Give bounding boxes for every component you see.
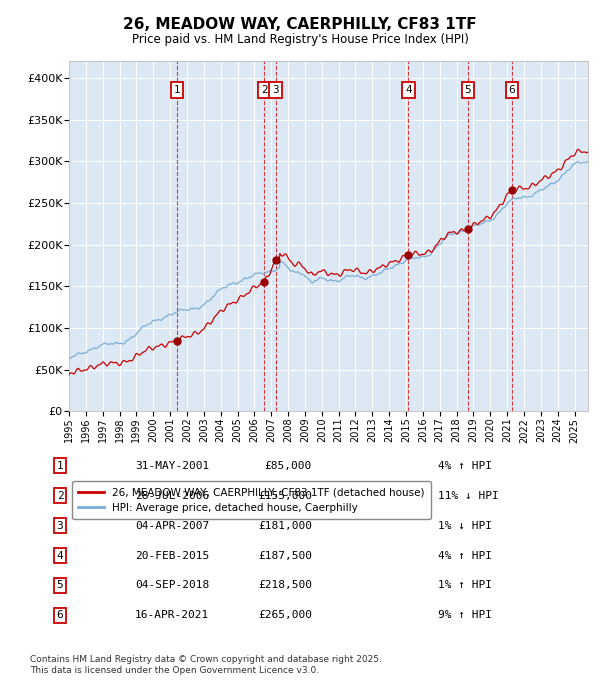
Text: 26, MEADOW WAY, CAERPHILLY, CF83 1TF: 26, MEADOW WAY, CAERPHILLY, CF83 1TF [123, 17, 477, 32]
Text: 5: 5 [56, 581, 64, 590]
Text: 4% ↑ HPI: 4% ↑ HPI [438, 551, 492, 560]
Text: 1: 1 [174, 86, 181, 95]
Legend: 26, MEADOW WAY, CAERPHILLY, CF83 1TF (detached house), HPI: Average price, detac: 26, MEADOW WAY, CAERPHILLY, CF83 1TF (de… [71, 481, 431, 519]
Text: £187,500: £187,500 [258, 551, 312, 560]
Text: £218,500: £218,500 [258, 581, 312, 590]
Text: 6: 6 [509, 86, 515, 95]
Text: 2: 2 [56, 491, 64, 500]
Text: 16-APR-2021: 16-APR-2021 [135, 611, 209, 620]
Text: 3: 3 [56, 521, 64, 530]
Text: £85,000: £85,000 [265, 461, 312, 471]
Text: 1% ↑ HPI: 1% ↑ HPI [438, 581, 492, 590]
Text: 28-JUL-2006: 28-JUL-2006 [135, 491, 209, 500]
Text: 04-SEP-2018: 04-SEP-2018 [135, 581, 209, 590]
Text: Contains HM Land Registry data © Crown copyright and database right 2025.: Contains HM Land Registry data © Crown c… [30, 655, 382, 664]
Text: This data is licensed under the Open Government Licence v3.0.: This data is licensed under the Open Gov… [30, 666, 319, 675]
Text: 4% ↑ HPI: 4% ↑ HPI [438, 461, 492, 471]
Text: £181,000: £181,000 [258, 521, 312, 530]
Text: 4: 4 [56, 551, 64, 560]
Text: 1% ↓ HPI: 1% ↓ HPI [438, 521, 492, 530]
Text: 5: 5 [464, 86, 471, 95]
Text: 4: 4 [405, 86, 412, 95]
Text: 9% ↑ HPI: 9% ↑ HPI [438, 611, 492, 620]
Text: £155,000: £155,000 [258, 491, 312, 500]
Text: 04-APR-2007: 04-APR-2007 [135, 521, 209, 530]
Text: 1: 1 [56, 461, 64, 471]
Text: 20-FEB-2015: 20-FEB-2015 [135, 551, 209, 560]
Text: Price paid vs. HM Land Registry's House Price Index (HPI): Price paid vs. HM Land Registry's House … [131, 33, 469, 46]
Text: 2: 2 [261, 86, 268, 95]
Text: 31-MAY-2001: 31-MAY-2001 [135, 461, 209, 471]
Text: 3: 3 [272, 86, 279, 95]
Text: £265,000: £265,000 [258, 611, 312, 620]
Text: 11% ↓ HPI: 11% ↓ HPI [438, 491, 499, 500]
Text: 6: 6 [56, 611, 64, 620]
